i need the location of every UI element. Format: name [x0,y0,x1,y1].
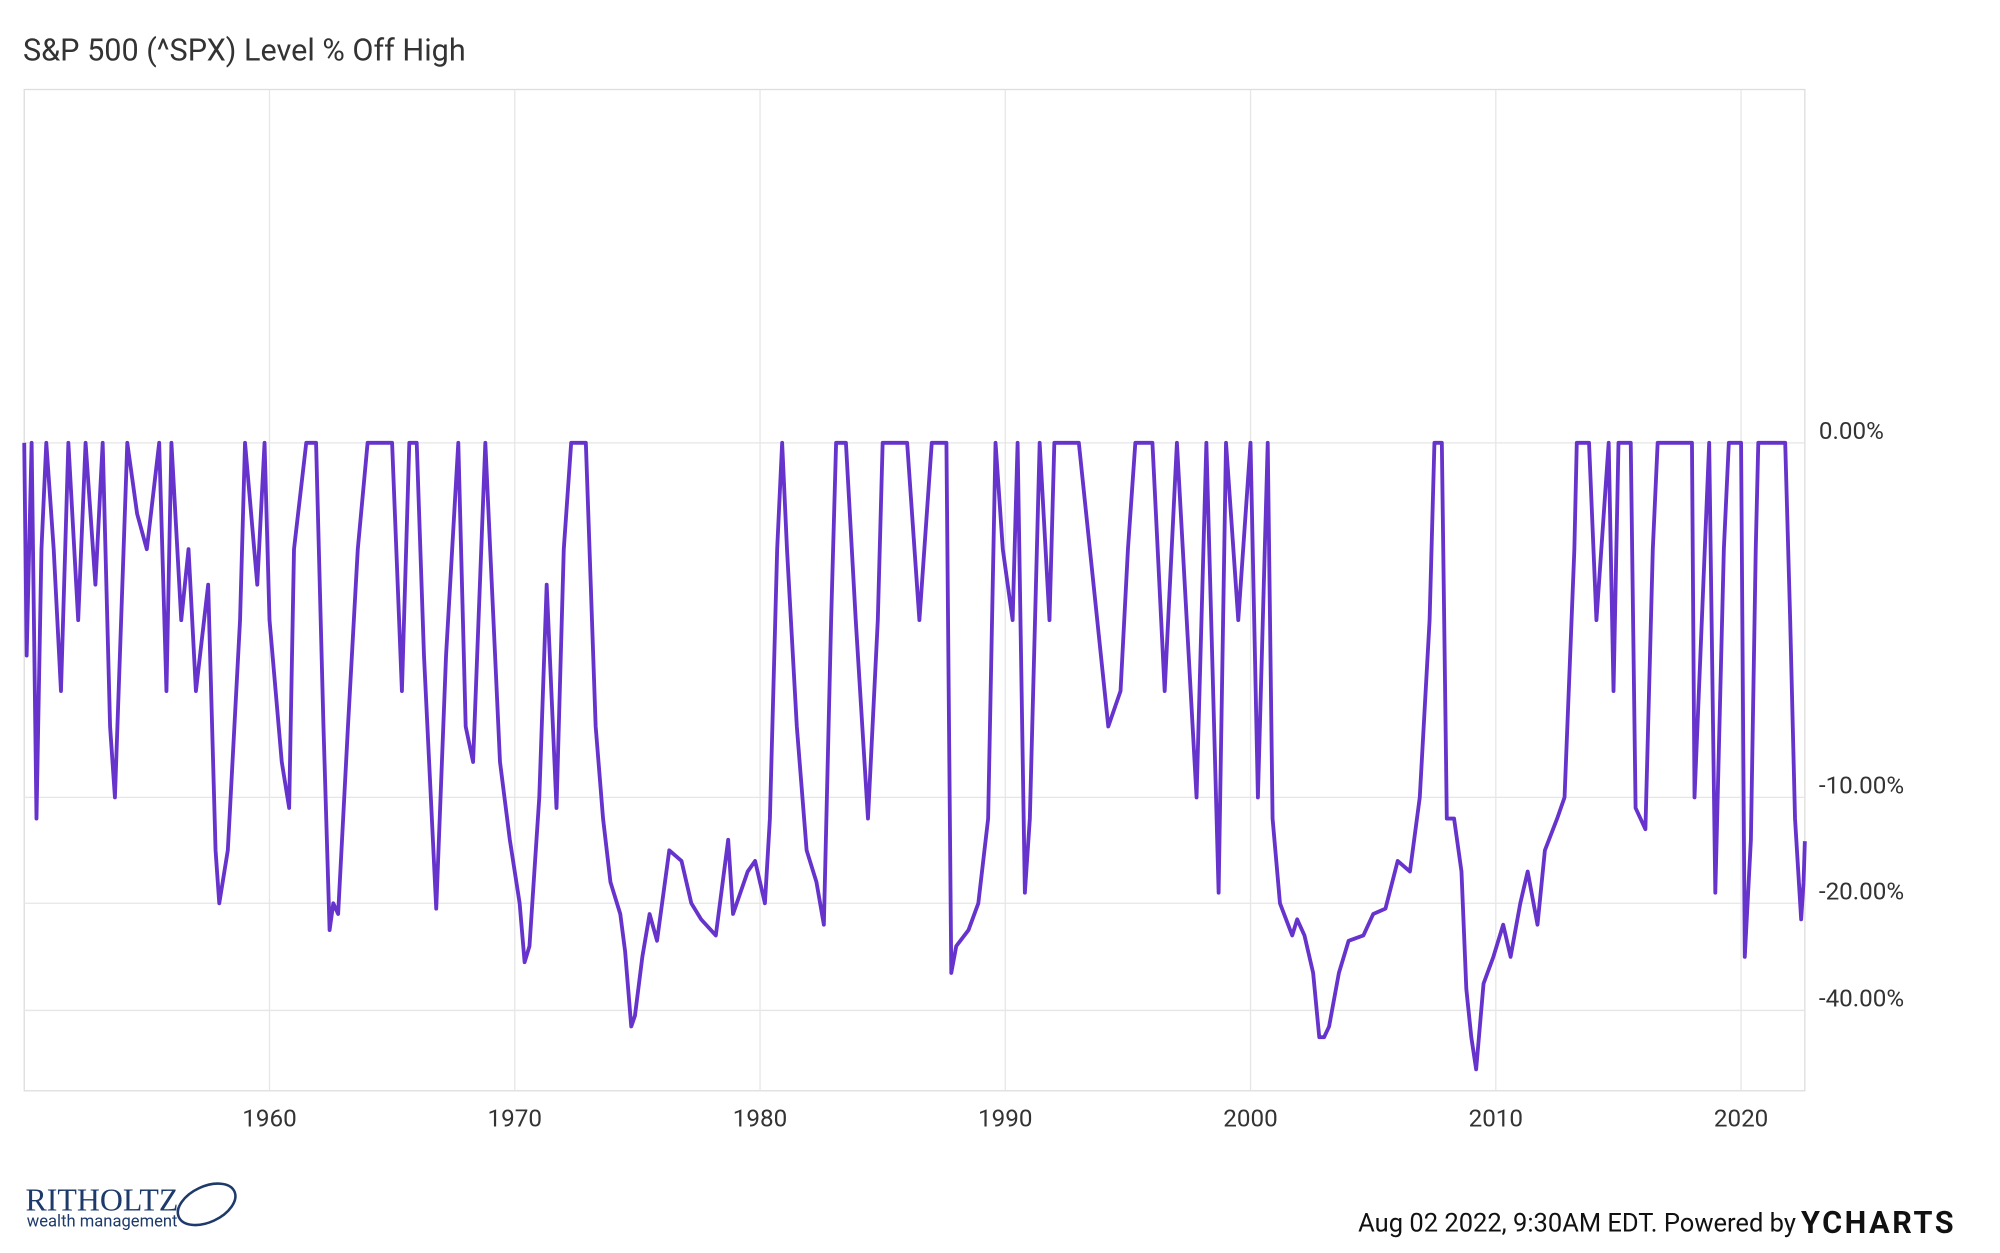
chart-title: S&P 500 (^SPX) Level % Off High [23,34,466,69]
x-tick-label: 1990 [978,1105,1032,1133]
y-tick-label: -40.00% [1819,985,1904,1013]
x-tick-label: 2020 [1714,1105,1768,1133]
logo-sub: wealth management [27,1213,178,1232]
logo-name: RITHOLTZ [26,1182,179,1217]
footer: Aug 02 2022, 9:30AM EDT. Powered by [1358,1208,1796,1238]
line [22,440,1807,1072]
brand: YCHARTS [1801,1206,1956,1241]
x-tick-label: 2010 [1469,1105,1523,1133]
y-tick-label: -20.00% [1819,877,1904,905]
x-tick-label: 1980 [733,1105,787,1133]
x-tick-label: 1970 [488,1105,542,1133]
y-tick-label: -10.00% [1819,772,1904,800]
x-tick-label: 1960 [242,1105,296,1133]
logo-mark [176,1182,237,1227]
x-tick-label: 2000 [1223,1105,1277,1133]
value-label: -14.13% [1827,0,1917,13]
y-tick-label: 0.00% [1819,417,1884,445]
